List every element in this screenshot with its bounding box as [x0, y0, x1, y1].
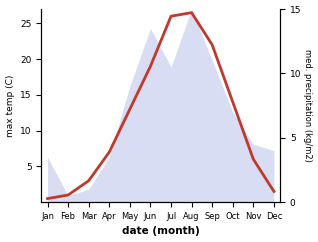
Y-axis label: med. precipitation (kg/m2): med. precipitation (kg/m2)	[303, 49, 313, 162]
X-axis label: date (month): date (month)	[122, 227, 200, 236]
Y-axis label: max temp (C): max temp (C)	[5, 75, 15, 137]
